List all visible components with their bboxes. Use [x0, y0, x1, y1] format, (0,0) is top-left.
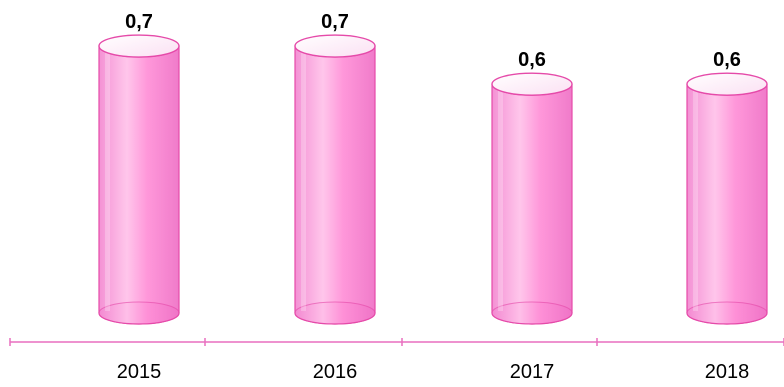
bar-highlight — [498, 88, 503, 311]
bar-body — [491, 84, 573, 325]
x-tick-label: 2018 — [705, 361, 750, 383]
bar-top — [491, 72, 573, 96]
bar-2015 — [98, 34, 180, 325]
bar-highlight — [301, 50, 306, 312]
data-label: 0,6 — [518, 49, 546, 71]
bar-body — [294, 45, 376, 325]
data-label: 0,7 — [125, 11, 153, 33]
x-tick-label: 2015 — [117, 361, 162, 383]
bar-top — [294, 34, 376, 58]
data-label: 0,6 — [713, 49, 741, 71]
x-tick-label: 2017 — [510, 361, 555, 383]
bar-body — [98, 45, 180, 325]
bar-highlight — [105, 50, 110, 312]
bar-base-rim — [98, 301, 180, 314]
bar-base-rim — [686, 301, 768, 314]
bar-base-rim — [294, 301, 376, 314]
bar-body — [686, 84, 768, 325]
bar-2017 — [491, 72, 573, 325]
bar-top — [98, 34, 180, 58]
bar-top — [686, 72, 768, 96]
data-label: 0,7 — [321, 11, 349, 33]
bar-base-rim — [491, 301, 573, 314]
bar-2018 — [686, 72, 768, 325]
bar-highlight — [693, 88, 698, 311]
bars-group — [98, 34, 768, 325]
x-tick-label: 2016 — [313, 361, 358, 383]
bar-2016 — [294, 34, 376, 325]
labels-group: 0,7 2015 0,7 2016 0,6 2017 0,6 2018 — [117, 11, 750, 383]
x-axis — [9, 338, 784, 346]
